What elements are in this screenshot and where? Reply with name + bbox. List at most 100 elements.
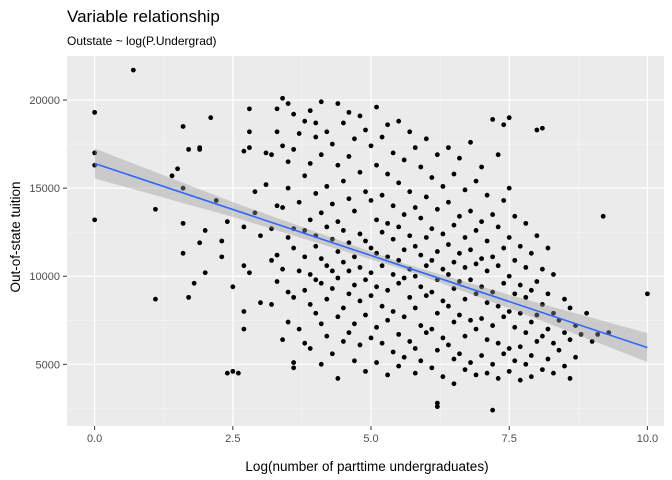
data-point [412,370,418,376]
data-point [285,319,291,325]
data-point [501,245,507,251]
data-point [241,148,247,154]
data-point [368,245,374,251]
y-axis-ticks: 5000 10000 15000 20000 [29,95,67,371]
data-point [462,333,468,339]
data-point [352,321,357,327]
data-point [401,275,407,281]
data-point [307,302,313,307]
data-point [302,254,308,260]
data-point [363,312,368,318]
data-point [429,326,435,332]
data-point [495,376,501,381]
data-point [291,365,297,371]
data-point [434,152,440,158]
data-point [584,310,590,316]
y-tick-label: 5000 [36,359,60,371]
data-point [434,206,440,212]
data-point [539,266,545,272]
data-point [252,189,258,195]
data-point [379,340,385,346]
data-point [285,235,291,240]
data-point [92,109,98,115]
data-point [291,146,297,152]
data-point [517,377,523,383]
data-point [213,198,219,203]
data-point [490,289,496,295]
data-point [562,330,567,336]
data-point [202,228,208,233]
data-point [374,284,379,290]
data-point [429,257,435,263]
data-point [484,337,490,343]
data-point [274,252,280,258]
data-point [285,289,291,295]
data-point [180,124,186,129]
data-point [506,346,512,351]
data-point [153,206,158,212]
data-point [368,335,374,341]
data-point [307,346,313,351]
data-point [512,358,518,364]
data-point [517,310,523,316]
data-point [534,233,540,239]
data-point [241,309,247,314]
data-point [324,183,330,189]
data-point [329,236,335,242]
data-point [545,326,551,332]
data-point [269,152,274,158]
data-point [440,266,446,272]
data-point [551,310,556,316]
data-point [523,361,529,367]
data-point [501,198,507,203]
data-point [313,243,319,249]
data-point [357,231,363,237]
data-point [180,220,186,226]
data-point [186,146,192,152]
x-tick-label: 2.5 [225,433,240,445]
data-point [340,178,346,184]
data-point [468,247,473,253]
data-point [202,270,208,276]
data-point [390,236,396,242]
data-point [363,238,368,244]
data-point [600,213,606,219]
data-point [224,370,230,376]
data-point [468,360,473,365]
data-point [589,339,595,344]
data-point [357,342,363,348]
data-point [390,272,396,277]
data-point [457,213,462,219]
data-point [379,192,385,198]
data-point [440,298,446,304]
data-point [512,324,518,330]
data-point [313,277,319,283]
data-point [302,228,308,233]
data-point [346,196,352,202]
data-point [379,229,385,235]
data-point [490,407,496,413]
data-point [528,374,534,380]
data-point [307,272,313,277]
data-point [346,109,352,115]
data-point [318,256,324,262]
data-point [512,291,518,297]
data-point [523,265,529,270]
data-point [551,272,556,277]
data-point [468,277,473,283]
data-point [385,220,391,226]
data-point [407,189,413,195]
data-point [180,250,186,256]
data-point [329,351,335,357]
data-point [473,372,479,378]
data-point [241,224,247,230]
data-point [423,293,429,299]
y-tick-label: 10000 [29,271,60,283]
data-point [230,368,236,374]
data-point [418,323,424,328]
data-point [446,303,451,309]
data-point [396,180,402,186]
data-point [434,249,440,254]
data-point [484,370,490,376]
